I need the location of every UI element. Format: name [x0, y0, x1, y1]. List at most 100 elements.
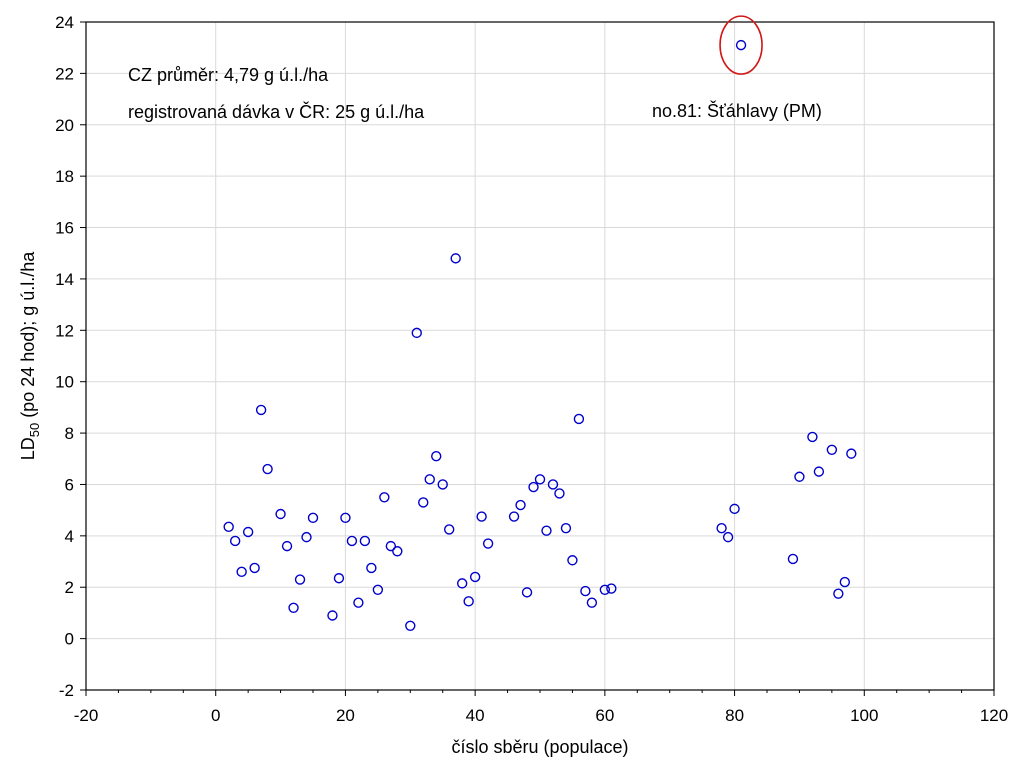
- plot-frame: [85, 21, 995, 691]
- data-point: [424, 474, 435, 485]
- data-point: [275, 508, 286, 520]
- y-tick-label: -2: [59, 681, 74, 700]
- data-point: [567, 555, 578, 566]
- data-point: [379, 492, 390, 503]
- axis-ticks: [80, 21, 995, 696]
- data-point: [482, 538, 494, 549]
- data-point: [327, 610, 338, 621]
- data-point: [735, 39, 747, 51]
- data-point: [340, 512, 351, 524]
- data-point: [580, 585, 591, 597]
- x-tick-label: 40: [466, 706, 485, 725]
- annotation-highlight-label: no.81: Šťáhlavy (PM): [652, 100, 822, 121]
- data-point: [716, 522, 727, 534]
- data-point: [385, 540, 397, 552]
- data-point: [333, 573, 345, 584]
- y-tick-label: 18: [55, 167, 74, 186]
- data-points: [223, 39, 857, 631]
- data-point: [255, 404, 267, 416]
- y-tick-label: 20: [55, 116, 74, 135]
- y-axis-title-main: LD: [18, 437, 38, 460]
- y-tick-label: 0: [65, 630, 74, 649]
- data-point: [431, 451, 442, 462]
- data-point: [411, 327, 422, 339]
- data-point: [826, 444, 838, 455]
- data-point: [463, 596, 474, 607]
- data-point: [372, 584, 384, 595]
- y-tick-label: 6: [65, 475, 74, 494]
- y-axis-title-subscript: 50: [27, 423, 42, 437]
- x-tick-label: -20: [74, 706, 99, 725]
- data-point: [534, 474, 546, 485]
- data-point: [541, 525, 552, 536]
- data-point: [307, 512, 319, 524]
- data-point: [249, 562, 260, 574]
- x-tick-label: 20: [336, 706, 355, 725]
- data-point: [229, 535, 241, 547]
- data-point: [236, 566, 247, 578]
- y-axis-title-rest: (po 24 hod); g ú.l./ha: [18, 251, 38, 423]
- data-point: [521, 587, 533, 598]
- data-point: [846, 448, 857, 459]
- data-point: [418, 497, 429, 508]
- y-tick-label: 2: [65, 578, 74, 597]
- data-point: [242, 526, 254, 538]
- y-tick-label: 8: [65, 424, 74, 443]
- data-point: [392, 546, 403, 557]
- grid-lines: [86, 22, 994, 690]
- x-axis-title: číslo sběru (populace): [451, 737, 628, 757]
- data-point: [469, 571, 481, 583]
- data-point: [794, 471, 805, 482]
- data-point: [508, 511, 520, 522]
- y-tick-label: 24: [55, 13, 74, 32]
- y-tick-label: 16: [55, 219, 74, 238]
- data-point: [586, 597, 598, 608]
- data-point: [528, 481, 539, 493]
- x-tick-label: 80: [725, 706, 744, 725]
- data-point: [450, 253, 461, 264]
- x-tick-label: 100: [850, 706, 878, 725]
- data-point: [833, 588, 844, 599]
- data-point: [288, 602, 299, 613]
- y-tick-label: 12: [55, 321, 74, 340]
- data-point: [787, 553, 799, 565]
- data-point: [554, 488, 565, 499]
- x-tick-labels: -20 0 20 40 60 80 100 120: [74, 706, 1008, 725]
- data-point: [547, 479, 559, 490]
- data-point: [359, 535, 371, 547]
- y-tick-label: 22: [55, 64, 74, 83]
- data-point: [807, 431, 818, 443]
- data-point: [813, 466, 825, 477]
- data-point: [476, 511, 487, 522]
- x-tick-label: 120: [980, 706, 1008, 725]
- data-point: [281, 540, 293, 552]
- data-point: [560, 522, 572, 534]
- data-point: [722, 531, 734, 543]
- data-point: [437, 479, 448, 490]
- data-point: [346, 535, 358, 547]
- x-tick-label: 0: [211, 706, 220, 725]
- data-point: [599, 584, 611, 595]
- data-point: [294, 574, 306, 585]
- y-axis-title: LD50 (po 24 hod); g ú.l./ha: [18, 251, 42, 461]
- data-point: [301, 531, 312, 543]
- data-point: [353, 597, 364, 608]
- data-point: [515, 499, 526, 511]
- data-point: [839, 576, 851, 588]
- data-point: [456, 578, 468, 589]
- data-point: [366, 562, 377, 574]
- data-point: [444, 524, 455, 535]
- annotation-cz-average: CZ průměr: 4,79 g ú.l./ha: [128, 65, 329, 85]
- y-tick-label: 14: [55, 270, 74, 289]
- x-tick-label: 60: [595, 706, 614, 725]
- annotation-registered-dose: registrovaná dávka v ČR: 25 g ú.l./ha: [128, 101, 425, 122]
- data-point: [729, 503, 740, 515]
- highlight-ellipse: [719, 15, 763, 75]
- data-point: [223, 521, 234, 533]
- data-point: [606, 583, 617, 594]
- y-tick-label: 4: [65, 527, 74, 546]
- y-tick-label: 10: [55, 373, 74, 392]
- data-point: [573, 413, 585, 425]
